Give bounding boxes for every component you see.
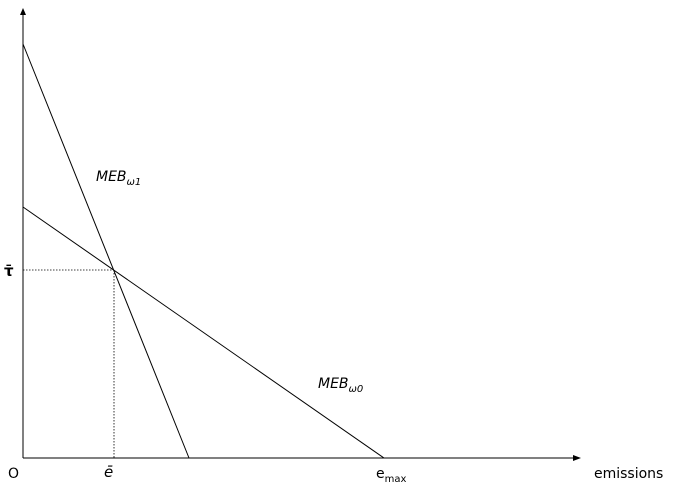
origin-label: O: [8, 466, 19, 482]
meb-w0-line: [22, 206, 385, 459]
meb-w0-label-base: MEB: [318, 376, 349, 392]
x-axis-arrowhead: [573, 455, 581, 461]
meb-w0-label-sub: ω0: [349, 384, 364, 395]
meb-w1-line: [22, 43, 190, 459]
tau-bar-label: τ̄: [4, 262, 14, 280]
meb-w1-label-base: MEB: [96, 169, 127, 185]
meb-w1-label: MEBω1: [96, 169, 141, 188]
emax-label: emax: [376, 466, 406, 485]
y-axis-arrowhead: [20, 8, 26, 15]
x-axis-label: emissions: [594, 466, 663, 482]
emax-label-base: e: [376, 466, 385, 482]
emax-label-sub: max: [385, 474, 407, 485]
meb-w1-label-sub: ω1: [127, 177, 142, 188]
meb-w0-label: MEBω0: [318, 376, 363, 395]
e-bar-label: ē: [104, 463, 113, 481]
